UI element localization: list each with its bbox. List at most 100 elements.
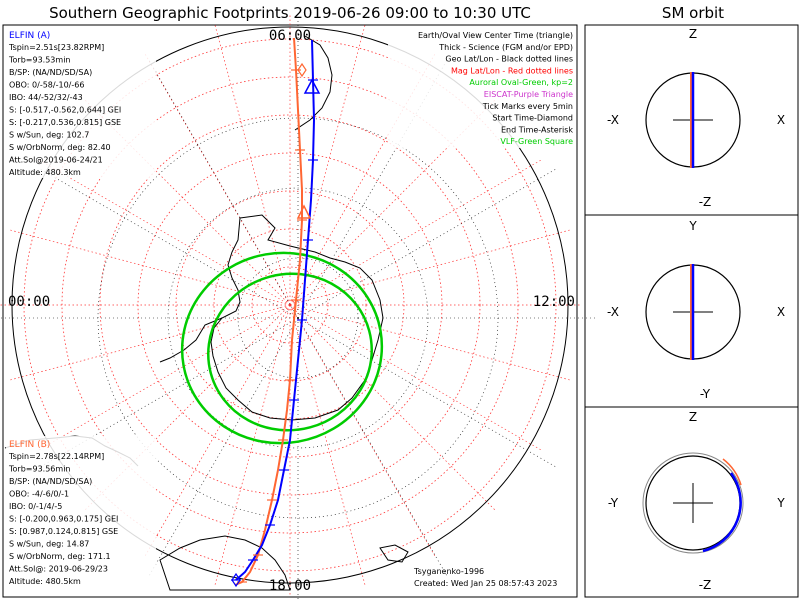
australia-coastline	[159, 535, 291, 591]
geo-lon-line	[147, 58, 299, 319]
mag-lon-line	[289, 53, 436, 306]
mag-lon-line	[9, 229, 291, 306]
auroral-oval-inner	[207, 272, 373, 432]
legend-item: Start Time-Diamond	[492, 114, 573, 123]
auroral-oval-outer	[180, 251, 384, 445]
elfin-a-info-bg	[6, 28, 156, 178]
elfin-b-info-line: S w/OrbNorm, deg: 171.1	[9, 552, 111, 561]
elfin-a-info-line: S w/OrbNorm, deg: 82.40	[9, 143, 111, 152]
legend-item: Auroral Oval-Green, kp=2	[469, 78, 573, 87]
legend: Earth/Oval View Center Time (triangle) Th…	[388, 28, 574, 148]
antarctic-peninsula	[159, 317, 223, 363]
elfin-b-info: ELFIN (B) Tspin=2.78s[22.14RPM] Torb=93.5…	[6, 436, 156, 592]
map-horizon	[11, 26, 569, 584]
geo-lon-line	[297, 167, 558, 319]
mag-lon-line	[9, 304, 291, 381]
elfin-a-track	[235, 39, 316, 581]
time-label-top: 06:00	[269, 28, 311, 44]
elfin-a-info-line: S w/Sun, deg: 102.7	[9, 131, 89, 140]
mag-lon-line	[38, 159, 291, 306]
elfin-b-orbit-arc	[722, 458, 742, 486]
figure-title: Southern Geographic Footprints 2019-06-2…	[49, 4, 531, 22]
elfin-a-info-line: Tspin=2.51s[23.82RPM]	[8, 43, 104, 52]
elfin-a-end-marker	[231, 572, 241, 588]
created-label: Created: Wed Jan 25 08:57:43 2023	[414, 579, 557, 588]
geo-lat-circle	[167, 187, 429, 449]
elfin-b-info-line: S: [0.987,0.124,0.815] GSE	[9, 527, 118, 536]
mag-lon-line	[84, 99, 291, 306]
orbit-axis-label-right: Y	[776, 496, 785, 510]
antarctica-coastline	[210, 214, 384, 421]
geo-lat-circle	[97, 117, 499, 519]
orbit-axis-label-left: -X	[607, 305, 619, 319]
model-label: Tsyganenko-1996	[413, 567, 484, 576]
geo-lon-line	[297, 317, 558, 469]
elfin-b-info-line: IBO: 0/-1/4/-5	[9, 502, 62, 511]
mag-lon-line	[289, 304, 571, 381]
legend-item: Geo Lat/Lon - Black dotted lines	[445, 55, 573, 64]
orbit-axis-label-right: X	[777, 113, 785, 127]
legend-item: Thick - Science (FGM and/or EPD)	[438, 43, 573, 52]
elfin-b-start-diamond	[297, 62, 307, 78]
elfin-a-info-line: Att.Sol@2019-06-24/21	[9, 156, 103, 165]
mag-lon-line	[289, 24, 366, 306]
elfin-b-info-bg	[6, 436, 156, 592]
orbit-axis-label-bottom: -Z	[699, 195, 712, 209]
elfin-a-info-line: Torb=93.53min	[8, 56, 70, 65]
elfin-a-info-line: Altitude: 480.3km	[9, 168, 81, 177]
mag-lon-line	[84, 304, 291, 511]
legend-item: Tick Marks every 5min	[482, 102, 573, 111]
elfin-a-info-line: S: [-0.517,-0.562,0.644] GEI	[9, 106, 121, 115]
orbit-panel-1: Z -Z -X X	[607, 27, 785, 209]
mag-lon-line	[289, 304, 542, 451]
mag-lat-circle	[251, 266, 329, 344]
elfin-a-info-line: B/SP: (NA/ND/SD/SA)	[9, 68, 92, 77]
mag-lon-line	[214, 304, 291, 586]
legend-item: VLF-Green Square	[500, 137, 573, 146]
time-label-left: 00:00	[8, 294, 50, 310]
mag-lon-line	[289, 229, 571, 306]
elfin-a-header: ELFIN (A)	[9, 31, 50, 41]
orbit-axis-label-right: X	[777, 305, 785, 319]
mag-lon-line	[38, 304, 291, 451]
elfin-a-info-line: S: [-0.217,0.536,0.815] GSE	[9, 118, 121, 127]
orbit-panels: Z -Z -X X Y -Y -X X Z -Z -Y Y	[607, 27, 785, 592]
orbit-axis-label-left: -Y	[608, 496, 619, 510]
mag-lon-line	[144, 304, 291, 557]
elfin-a-info-line: IBO: 44/-52/32/-43	[9, 93, 83, 102]
elfin-b-header: ELFIN (B)	[9, 440, 50, 450]
mag-lat-circle	[23, 38, 557, 572]
mag-lon-line	[289, 304, 366, 586]
time-label-bottom: 18:00	[269, 578, 311, 594]
elfin-b-info-line: S w/Sun, deg: 14.87	[9, 540, 89, 549]
orbit-axis-label-bottom: -Z	[699, 578, 712, 592]
elfin-a-view-triangle	[303, 78, 321, 94]
legend-bg	[388, 28, 574, 148]
orbit-axis-label-top: Z	[689, 410, 697, 424]
elfin-b-info-line: Att.Sol@: 2019-06-29/23	[9, 565, 108, 574]
new-zealand-coastline	[379, 544, 409, 563]
mag-lat-circle	[99, 114, 481, 496]
auroral-ovals	[180, 251, 384, 445]
orbit-panel-2: Y -Y -X X	[607, 219, 785, 401]
orbit-axis-label-top: Y	[688, 219, 697, 233]
elfin-b-info-line: OBO: -4/-6/0/-1	[9, 490, 69, 499]
orbit-axis-label-bottom: -Y	[700, 387, 711, 401]
elfin-a-info-line: OBO: 0/-58/-10/-66	[9, 81, 84, 90]
mag-lon-line	[214, 24, 291, 306]
legend-item: End Time-Asterisk	[501, 125, 573, 134]
orbit-axis-label-left: -X	[607, 113, 619, 127]
elfin-b-view-triangle	[296, 204, 312, 219]
legend-item: Earth/Oval View Center Time (triangle)	[418, 31, 573, 40]
elfin-b-info-line: Tspin=2.78s[22.14RPM]	[8, 452, 104, 461]
mag-lat-circle	[175, 190, 405, 420]
geo-lon-line	[38, 167, 299, 319]
elfin-b-info-line: B/SP: (NA/ND/SD/SA)	[9, 477, 92, 486]
orbit-frame	[584, 24, 799, 598]
mag-lon-line	[289, 99, 496, 306]
africa-coastline	[294, 35, 333, 131]
elfin-b-info-line: Altitude: 480.5km	[9, 577, 81, 586]
orbit-panel-3: Z -Z -Y Y	[608, 410, 785, 592]
orbit-axis-label-top: Z	[689, 27, 697, 41]
